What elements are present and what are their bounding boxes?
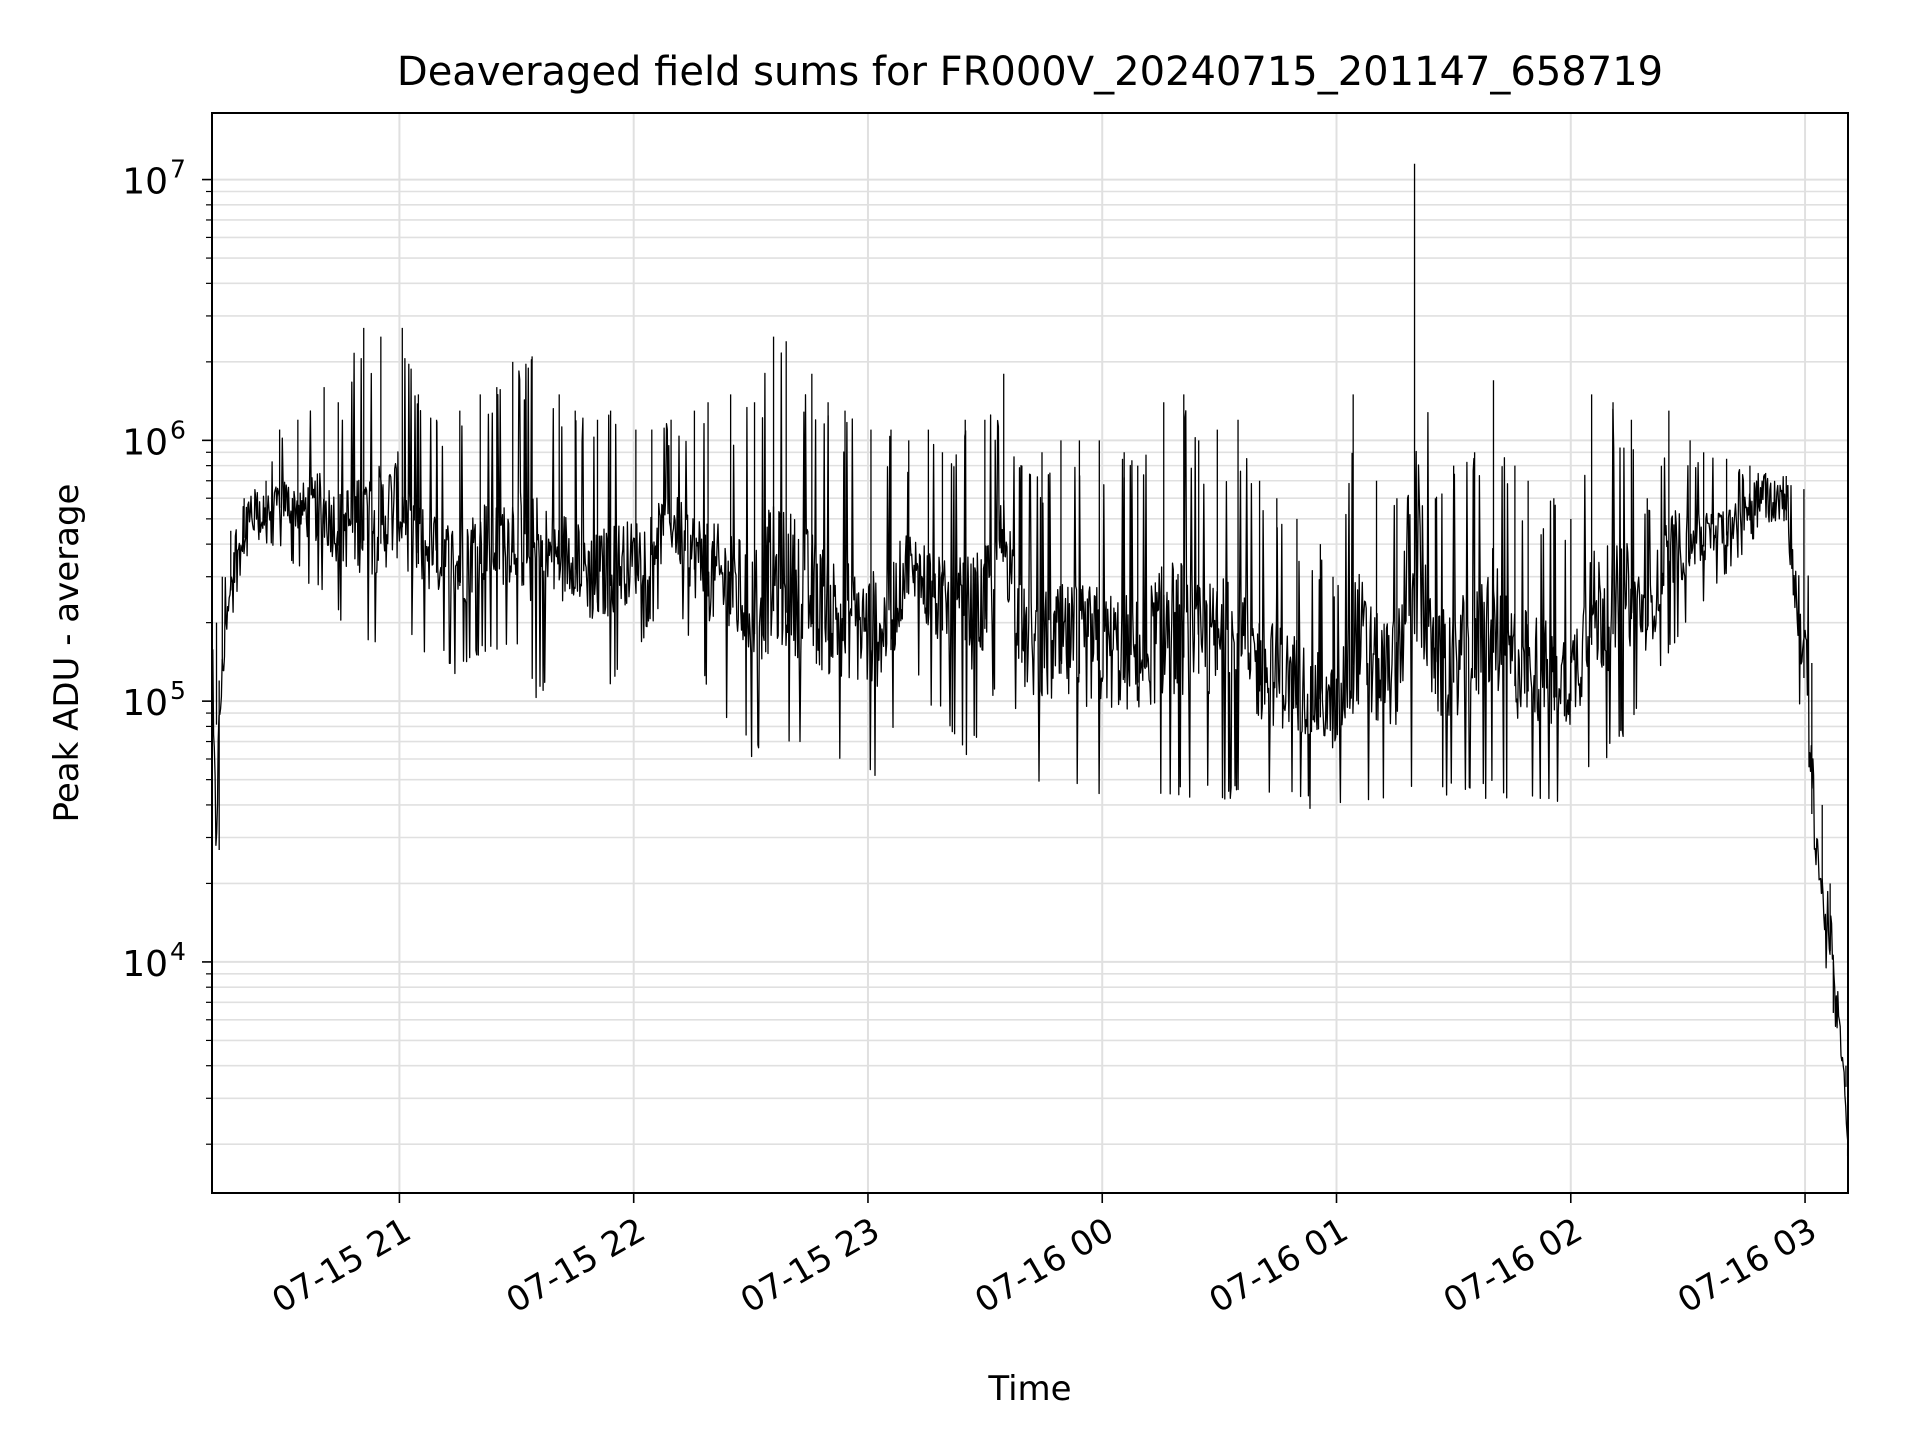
tick-layer: 07-15 21 07-15 22 07-15 23 07-16 00 07-16 01…: [122, 155, 1823, 1322]
x-tick-label: 07-16 03: [1671, 1210, 1823, 1321]
x-tick-label: 07-15 23: [734, 1210, 886, 1321]
x-tick-label: 07-16 00: [968, 1210, 1120, 1321]
y-axis-label: Peak ADU - average: [47, 484, 87, 823]
y-tick-label: 10: [122, 422, 168, 463]
chart-title: Deaveraged field sums for FR000V_2024071…: [397, 49, 1663, 95]
y-tick-exponent: 6: [170, 415, 186, 444]
grid-lines: [212, 113, 1848, 1193]
x-tick-label: 07-16 01: [1203, 1210, 1355, 1321]
data-layer: [211, 163, 1849, 1157]
y-tick-label: 10: [122, 162, 168, 203]
x-tick-label: 07-16 02: [1437, 1210, 1589, 1321]
x-tick-label: 07-15 21: [266, 1210, 418, 1321]
y-tick-exponent: 4: [170, 937, 186, 966]
x-tick-label: 07-15 22: [500, 1210, 652, 1321]
y-tick-exponent: 7: [170, 155, 186, 184]
x-axis-label: Time: [987, 1369, 1071, 1409]
plot-frame: [211, 112, 1849, 1194]
y-tick-label: 10: [122, 683, 168, 724]
y-tick-exponent: 5: [170, 676, 186, 705]
y-tick-label: 10: [122, 944, 168, 985]
series-line: [211, 352, 1849, 1145]
